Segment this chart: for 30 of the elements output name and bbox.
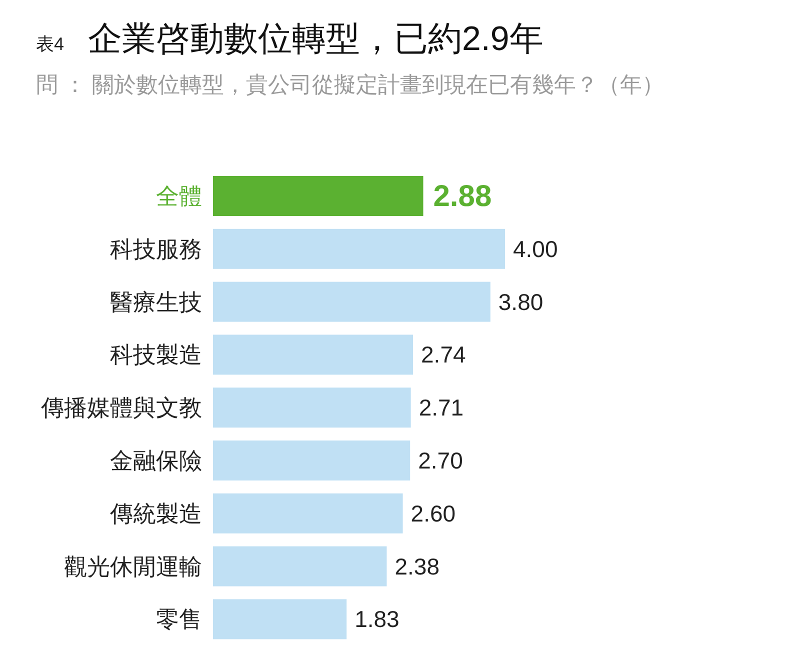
y-tick-label: 全體 <box>156 183 202 209</box>
y-tick-label: 金融保險 <box>110 448 202 474</box>
data-label: 2.70 <box>418 448 463 474</box>
data-label: 4.00 <box>513 236 558 262</box>
data-label: 1.83 <box>354 606 400 632</box>
y-tick-label: 醫療生技 <box>110 288 202 315</box>
bar <box>213 388 411 428</box>
data-label: 2.60 <box>410 500 456 526</box>
bar <box>213 546 387 586</box>
data-label: 2.38 <box>394 553 440 580</box>
y-tick-label: 觀光休閒運輸 <box>64 553 202 580</box>
text: 表4 <box>36 34 64 54</box>
bar <box>213 282 490 322</box>
bar <box>213 176 424 216</box>
y-tick-label: 傳播媒體與文教 <box>40 394 202 421</box>
data-label: 2.71 <box>418 394 464 421</box>
bar <box>213 334 414 375</box>
y-tick-label: 科技製造 <box>110 342 202 368</box>
bar <box>213 440 410 480</box>
y-tick-label: 傳統製造 <box>109 500 202 526</box>
y-tick-label: 零售 <box>156 606 202 632</box>
chart-subtitle: 問 ： 關於數位轉型，貴公司從擬定計畫到現在已有幾年？（年） <box>36 72 664 97</box>
data-label: 2.74 <box>421 342 466 368</box>
chart-title: 企業啓動數位轉型，已約2.9年 <box>88 20 544 58</box>
bar <box>213 493 403 534</box>
data-label: 3.80 <box>498 288 544 315</box>
y-tick-label: 科技服務 <box>110 236 202 262</box>
data-label: 2.88 <box>433 180 492 213</box>
bar <box>213 599 347 640</box>
bar <box>213 228 505 269</box>
